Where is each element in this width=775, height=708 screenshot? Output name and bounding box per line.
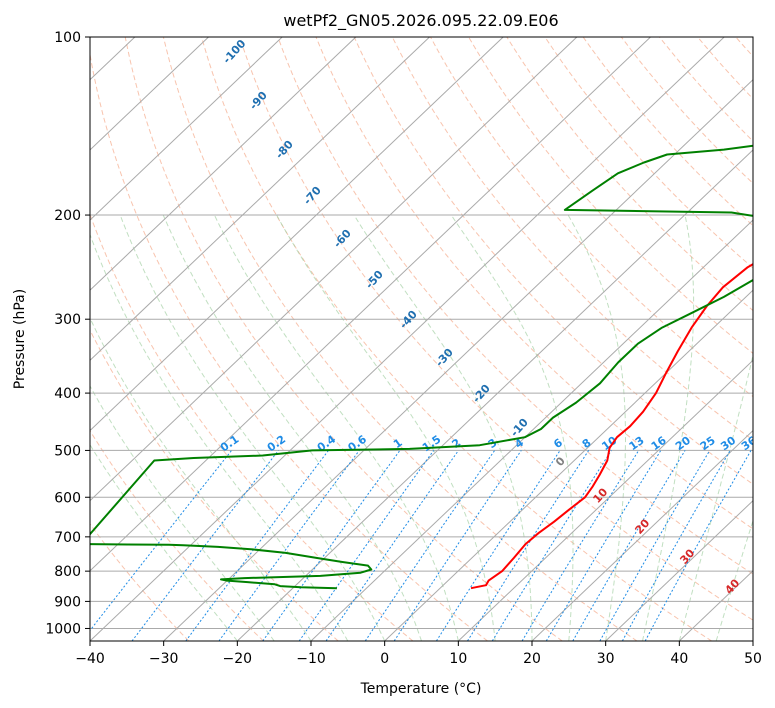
mixing-ratio-line	[185, 450, 329, 641]
isotherm	[0, 37, 61, 641]
x-tick-label: −10	[296, 651, 326, 667]
plot-frame	[89, 36, 754, 642]
mixing-ratio-line	[521, 450, 640, 641]
x-tick-label: −20	[223, 651, 253, 667]
dry-adiabat	[90, 212, 414, 641]
isotherm	[236, 149, 753, 641]
y-axis: 100 200 300 400 500 600 700 800 900 1000	[45, 30, 90, 637]
isotherm	[384, 289, 753, 641]
y-tick-label: 600	[54, 490, 81, 506]
isotherm	[90, 37, 725, 641]
isotherm	[90, 37, 209, 151]
isotherm	[457, 359, 753, 641]
x-tick-label: 0	[380, 651, 389, 667]
y-tick-label: 200	[54, 208, 81, 224]
isotherm	[90, 37, 578, 502]
x-axis-label: Temperature (°C)	[360, 681, 482, 697]
moist-adiabat	[90, 443, 238, 641]
isotherm	[163, 79, 753, 641]
y-tick-label: 300	[54, 312, 81, 328]
y-tick-label: 800	[54, 564, 81, 580]
dry-adiabat	[90, 51, 488, 641]
moist-adiabat	[678, 352, 753, 641]
mixing-ratio-line	[491, 450, 612, 641]
mixing-ratio-line	[298, 450, 435, 641]
mixing-ratio-line	[435, 450, 561, 641]
x-tick-label: 10	[449, 651, 467, 667]
mixing-ratio-line	[262, 450, 401, 641]
mixing-ratio-line	[467, 450, 590, 641]
moist-adiabat	[276, 214, 496, 641]
dry-adiabat	[124, 37, 563, 641]
mixing-ratio-line	[644, 450, 752, 641]
mixing-ratio-line	[325, 450, 459, 641]
y-axis-label: Pressure (hPa)	[12, 289, 28, 389]
dry-adiabat	[162, 37, 638, 641]
y-tick-label: 1000	[45, 621, 81, 637]
mixing-ratio-line	[393, 450, 522, 641]
moist-adiabat	[353, 214, 533, 641]
moist-adiabat	[642, 214, 695, 641]
plot-background	[90, 37, 753, 641]
isotherm	[90, 37, 430, 362]
isotherm	[605, 499, 753, 641]
isotherm	[90, 37, 357, 291]
dry-adiabat	[239, 37, 753, 621]
y-tick-label: 100	[54, 30, 81, 46]
dry-adiabat	[90, 429, 264, 641]
moist-adiabat	[90, 317, 312, 641]
mixing-ratio-line	[218, 450, 360, 641]
dry-adiabat	[468, 37, 753, 355]
moist-adiabat	[567, 214, 626, 641]
isotherm	[531, 429, 753, 641]
mixing-ratio-line	[364, 450, 496, 641]
dry-adiabat	[90, 523, 190, 641]
x-tick-label: 50	[744, 651, 762, 667]
isotherm	[752, 640, 753, 641]
isotherm	[90, 37, 651, 572]
x-tick-label: −30	[149, 651, 179, 667]
moist-adiabat	[119, 214, 386, 641]
mixing-ratio-line	[599, 450, 711, 641]
x-tick-label: 40	[670, 651, 688, 667]
y-tick-label: 900	[54, 594, 81, 610]
isotherm	[90, 37, 283, 221]
mixing-ratio-line	[90, 450, 232, 632]
y-tick-label: 700	[54, 530, 81, 546]
moist-adiabat	[90, 385, 275, 641]
isotherm	[90, 37, 504, 432]
chart-title: wetPf2_GN05.2026.095.22.09.E06	[283, 11, 558, 31]
mixing-ratio-line	[131, 450, 279, 641]
x-tick-label: −40	[75, 651, 105, 667]
y-tick-label: 400	[54, 386, 81, 402]
mixing-ratio-line	[621, 450, 731, 641]
dewpoint-line	[90, 144, 753, 590]
dry-adiabat	[391, 37, 753, 441]
x-axis: −40 −30 −20 −10 0 10 20 30 40 50	[75, 641, 762, 667]
profile-lines	[90, 144, 753, 590]
temperature-line	[470, 262, 753, 590]
y-tick-label: 500	[54, 443, 81, 459]
x-tick-label: 20	[523, 651, 541, 667]
isotherm	[310, 219, 753, 641]
background-lines	[0, 37, 753, 641]
x-tick-label: 30	[597, 651, 615, 667]
